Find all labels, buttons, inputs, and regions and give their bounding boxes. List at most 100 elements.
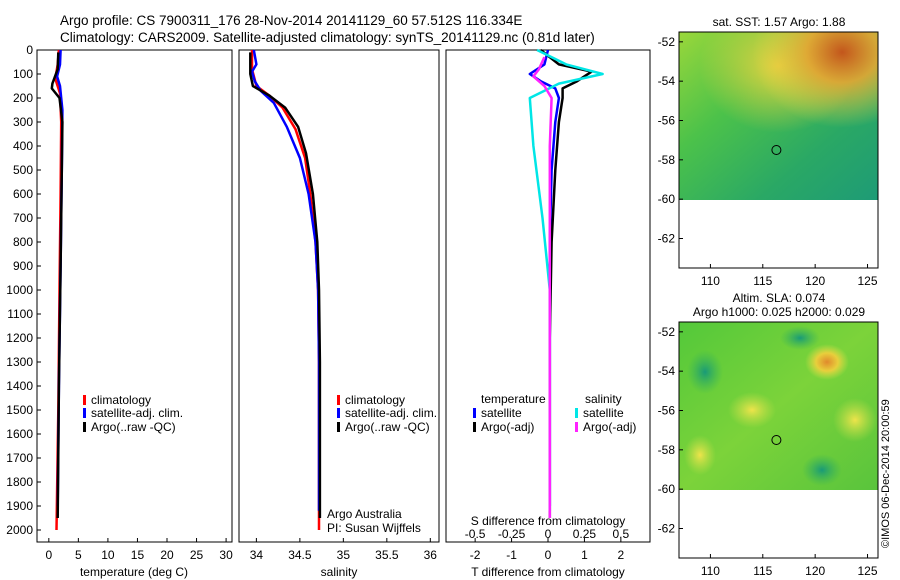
salinity-axes-frame: [238, 49, 440, 543]
legend-label-s-argo: Argo(-adj): [583, 420, 636, 434]
x-tick-label: 5: [75, 548, 82, 562]
sla-high-anomaly: [833, 398, 877, 442]
t-difference-x-axis: -2 -1 0 1 2: [470, 538, 625, 562]
legend-label-climatology: climatology: [91, 393, 151, 407]
depth-tick-label: 1700: [6, 451, 33, 465]
lon-tick-label: 115: [753, 564, 772, 578]
temperature-legend: climatology satellite-adj. clim. Argo(..…: [83, 393, 183, 434]
x-tick-label: 20: [160, 548, 174, 562]
sla-map-frame: [678, 321, 879, 559]
figure-title-line2: Climatology: CARS2009. Satellite-adjuste…: [60, 30, 595, 45]
depth-tick-label: 200: [13, 91, 33, 105]
lat-tick-label: -56: [658, 114, 676, 128]
sst-lat-axis: -52 -54 -56 -58 -60 -62: [658, 35, 683, 246]
sla-map-subtitle: Argo h1000: 0.025 h2000: 0.029: [693, 305, 865, 319]
legend-swatch-s-satellite: [575, 408, 578, 418]
series-line-temperature-satellite: [528, 49, 561, 506]
sla-low-anomaly: [780, 326, 820, 350]
sst-map-panel: sat. SST: 1.57 Argo: 1.88 -52 -54 -56 -58 -6…: [658, 15, 879, 288]
legend-swatch-t-satellite: [473, 408, 476, 418]
depth-tick-label: 1300: [6, 355, 33, 369]
sla-high-anomaly: [805, 344, 849, 380]
lon-tick-label: 110: [701, 274, 720, 288]
sla-lon-axis: 110 115 120 125: [701, 554, 878, 578]
depth-tick-label: 1900: [6, 499, 33, 513]
difference-axes-frame: [445, 49, 651, 543]
sla-map-title: Altim. SLA: 0.074: [733, 291, 826, 305]
legend-label-satellite-adj: satellite-adj. clim.: [345, 406, 437, 420]
salinity-xlabel: salinity: [321, 565, 358, 579]
t-difference-xlabel: T difference from climatology: [471, 565, 625, 579]
pi-label: PI: Susan Wijffels: [327, 521, 421, 535]
depth-tick-label: 800: [13, 235, 33, 249]
x-tick-label: 30: [219, 548, 233, 562]
x-tick-label: 25: [190, 548, 204, 562]
argo-australia-label: Argo Australia: [327, 507, 402, 521]
argo-location-marker: [771, 435, 782, 445]
lat-tick-label: -62: [658, 522, 676, 536]
lon-tick-label: 120: [805, 274, 825, 288]
x-tick-label: 0: [545, 548, 552, 562]
legend-swatch-s-argo: [575, 422, 578, 432]
depth-tick-label: 1100: [7, 307, 33, 321]
depth-tick-label: 2000: [6, 523, 33, 537]
temperature-axes-frame: [36, 49, 233, 543]
depth-tick-label: 700: [13, 211, 33, 225]
difference-legend: temperature salinity satellite Argo(-adj…: [473, 392, 636, 434]
depth-tick-label: 1800: [6, 475, 33, 489]
sla-map-panel: Altim. SLA: 0.074 Argo h1000: 0.025 h200…: [658, 291, 879, 578]
legend-label-t-satellite: satellite: [481, 406, 522, 420]
lat-tick-label: -58: [658, 443, 676, 457]
series-line-satellite-adj-clim-: [250, 49, 321, 511]
lon-tick-label: 110: [701, 564, 720, 578]
imos-credit: ©IMOS 06-Dec-2014 20:00:59: [880, 399, 892, 548]
x-tick-label: 36: [424, 548, 438, 562]
legend-label-argo: Argo(..raw -QC): [345, 420, 430, 434]
x-tick-label: -1: [506, 548, 517, 562]
legend-swatch-satellite-adj: [337, 408, 340, 418]
temperature-series: [50, 49, 64, 531]
lon-tick-label: 115: [753, 274, 772, 288]
legend-swatch-climatology: [83, 395, 86, 405]
temperature-xlabel: temperature (deg C): [80, 565, 188, 579]
temperature-panel: 0100200300400500600700800900100011001200…: [6, 43, 233, 579]
series-line-argo-raw-qc-: [249, 52, 322, 518]
sst-lon-axis: 110 115 120 125: [701, 264, 878, 288]
depth-tick-label: 100: [13, 67, 33, 81]
legend-label-climatology: climatology: [345, 393, 405, 407]
series-line-argo-raw-qc-: [50, 52, 64, 519]
legend-label-t-argo: Argo(-adj): [481, 420, 534, 434]
series-line-salinity-satellite: [528, 48, 604, 511]
lat-tick-label: -62: [658, 232, 676, 246]
x-tick-label: 35: [337, 548, 351, 562]
legend-label-argo: Argo(..raw -QC): [91, 420, 176, 434]
lon-tick-label: 125: [858, 564, 878, 578]
figure-title-line1: Argo profile: CS 7900311_176 28-Nov-2014…: [60, 13, 522, 28]
temperature-x-axis: 0 5 10 15 20 25 30: [45, 538, 233, 562]
sla-lat-axis: -52 -54 -56 -58 -60 -62: [658, 325, 683, 536]
depth-tick-label: 1000: [6, 283, 33, 297]
s-diff-tick-label: -0.25: [498, 527, 526, 541]
depth-tick-label: 300: [13, 115, 33, 129]
sla-high-anomaly: [684, 435, 716, 475]
lat-tick-label: -60: [658, 482, 676, 496]
sla-low-anomaly: [802, 454, 842, 486]
depth-tick-label: 600: [13, 187, 33, 201]
legend-label-s-satellite: satellite: [583, 406, 624, 420]
sst-map-frame: [678, 31, 879, 269]
salinity-x-axis: 34 34.5 35 35.5 36: [250, 538, 438, 562]
s-difference-label: S difference from climatology: [471, 514, 626, 528]
lat-tick-label: -60: [658, 192, 676, 206]
depth-tick-label: 1500: [6, 403, 33, 417]
salinity-series: [249, 49, 322, 530]
s-diff-tick-label: -0.5: [465, 527, 486, 541]
depth-tick-label: 500: [13, 163, 33, 177]
lat-tick-label: -52: [658, 325, 676, 339]
series-line-salinity-argo-adj-: [532, 56, 553, 518]
lat-tick-label: -56: [658, 404, 676, 418]
depth-tick-label: 400: [13, 139, 33, 153]
legend-swatch-argo: [83, 422, 86, 432]
lat-tick-label: -54: [658, 364, 676, 378]
x-tick-label: 34.5: [288, 548, 312, 562]
